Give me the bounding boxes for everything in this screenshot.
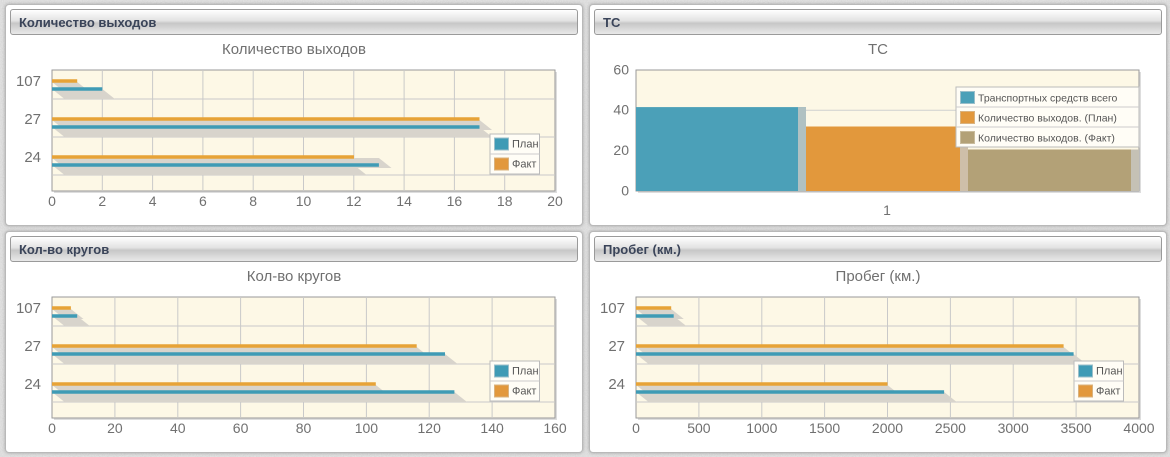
svg-text:107: 107: [600, 300, 625, 317]
svg-text:27: 27: [24, 111, 41, 128]
svg-text:2500: 2500: [935, 420, 966, 436]
svg-text:140: 140: [480, 420, 504, 436]
svg-text:Факт: Факт: [1096, 386, 1120, 398]
svg-text:27: 27: [24, 338, 41, 355]
svg-text:1: 1: [883, 202, 891, 218]
svg-text:500: 500: [687, 420, 711, 436]
svg-text:1000: 1000: [746, 420, 777, 436]
svg-text:0: 0: [621, 183, 629, 199]
svg-text:60: 60: [233, 420, 249, 436]
svg-text:2: 2: [98, 193, 106, 209]
svg-text:4000: 4000: [1123, 420, 1154, 436]
svg-text:3500: 3500: [1061, 420, 1092, 436]
svg-text:План: План: [512, 139, 539, 151]
svg-text:40: 40: [613, 102, 629, 118]
svg-text:18: 18: [497, 193, 513, 209]
svg-text:0: 0: [48, 420, 56, 436]
svg-text:24: 24: [24, 376, 41, 393]
svg-text:План: План: [512, 366, 539, 378]
svg-text:107: 107: [16, 300, 41, 317]
svg-text:10: 10: [296, 193, 312, 209]
svg-text:0: 0: [48, 193, 56, 209]
svg-text:Факт: Факт: [512, 386, 536, 398]
svg-text:1500: 1500: [809, 420, 840, 436]
svg-text:24: 24: [24, 149, 41, 166]
svg-text:Количество выходов. (План): Количество выходов. (План): [978, 113, 1117, 125]
svg-text:100: 100: [355, 420, 379, 436]
svg-text:27: 27: [608, 338, 625, 355]
svg-text:160: 160: [543, 420, 567, 436]
svg-text:6: 6: [199, 193, 207, 209]
svg-text:14: 14: [396, 193, 412, 209]
svg-text:120: 120: [418, 420, 442, 436]
svg-text:20: 20: [547, 193, 563, 209]
svg-text:40: 40: [170, 420, 186, 436]
svg-text:80: 80: [296, 420, 312, 436]
svg-text:0: 0: [632, 420, 640, 436]
svg-text:20: 20: [107, 420, 123, 436]
svg-text:8: 8: [249, 193, 257, 209]
svg-text:3000: 3000: [998, 420, 1029, 436]
svg-text:Транспортных средств всего: Транспортных средств всего: [978, 93, 1118, 105]
svg-text:16: 16: [447, 193, 463, 209]
svg-text:4: 4: [149, 193, 157, 209]
svg-text:Факт: Факт: [512, 159, 536, 171]
svg-text:60: 60: [613, 62, 629, 78]
svg-text:20: 20: [613, 142, 629, 158]
svg-text:12: 12: [346, 193, 362, 209]
svg-text:24: 24: [608, 376, 625, 393]
svg-text:2000: 2000: [872, 420, 903, 436]
svg-text:Количество выходов. (Факт): Количество выходов. (Факт): [978, 133, 1115, 145]
svg-text:107: 107: [16, 73, 41, 90]
svg-text:План: План: [1096, 366, 1123, 378]
